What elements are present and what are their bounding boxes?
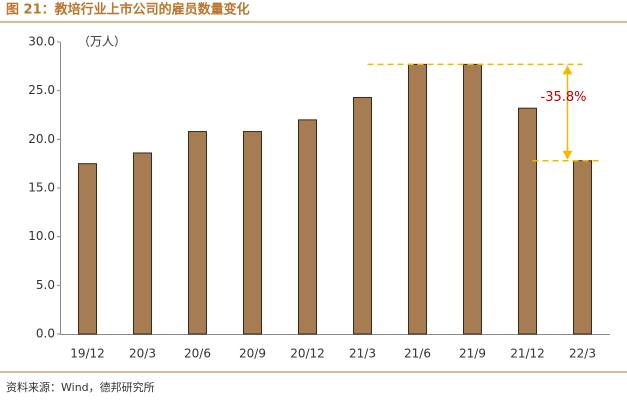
bar <box>408 63 427 335</box>
bar <box>298 119 317 335</box>
bar <box>353 96 372 335</box>
x-tick-label: 21/9 <box>459 347 486 361</box>
x-tick-label: 20/12 <box>290 347 325 361</box>
chart-title: 图 21：教培行业上市公司的雇员数量变化 <box>6 2 250 18</box>
x-tick-label: 21/12 <box>510 347 545 361</box>
bar <box>518 107 537 335</box>
x-tick-label: 21/3 <box>349 347 376 361</box>
x-tick-label: 20/3 <box>129 347 156 361</box>
bar <box>78 163 97 335</box>
y-tick-label: 0.0 <box>36 327 55 341</box>
bar <box>188 131 207 335</box>
bar <box>133 152 152 335</box>
y-tick-label: 10.0 <box>28 229 55 243</box>
bar <box>463 63 482 335</box>
unit-label: （万人） <box>78 35 126 49</box>
y-tick-label: 20.0 <box>28 132 55 146</box>
y-tick-label: 25.0 <box>28 83 55 97</box>
x-tick-label: 21/6 <box>404 347 431 361</box>
x-tick-label: 19/12 <box>70 347 105 361</box>
arrow-head <box>562 65 573 75</box>
x-tick-label: 20/6 <box>184 347 211 361</box>
y-tick-label: 30.0 <box>28 35 55 49</box>
y-tick-label: 15.0 <box>28 181 55 195</box>
annotation-label: -35.8% <box>541 90 587 105</box>
y-tick-label: 5.0 <box>36 278 55 292</box>
arrow-head <box>562 150 573 160</box>
x-tick-label: 20/9 <box>239 347 266 361</box>
x-tick-label: 22/3 <box>569 347 596 361</box>
bar <box>573 160 592 335</box>
bar <box>243 131 262 335</box>
source: 资料来源：Wind，德邦研究所 <box>6 380 155 394</box>
